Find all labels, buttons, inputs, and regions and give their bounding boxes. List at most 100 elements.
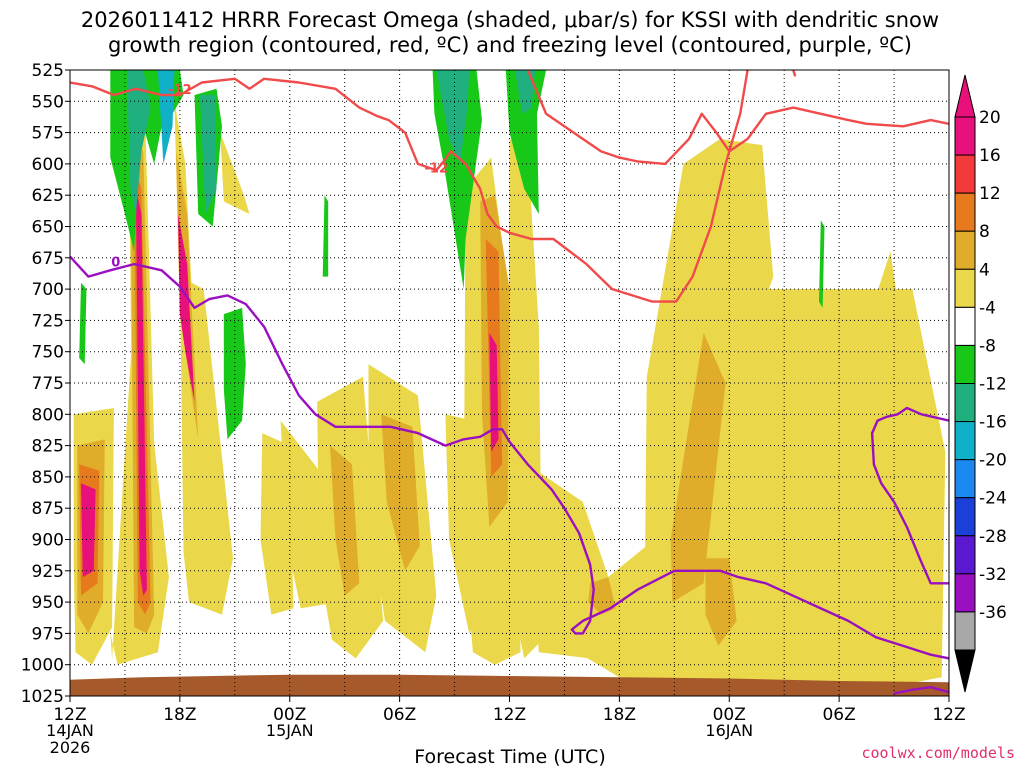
colorbar-label-10: -24 [979,489,1007,509]
omega-region-43 [322,195,329,277]
y-tick-label-1025: 1025 [21,687,64,707]
x-tick-label-48: 12Z [932,705,965,725]
colorbar-bin-13 [954,611,976,651]
colorbar-bin-10 [954,497,976,537]
y-tick-label-600: 600 [32,155,64,175]
contour-label-0: -12 [168,83,192,98]
x-tick-label-42: 06Z [822,705,855,725]
colorbar-bin-2 [954,192,976,232]
colorbar-label-3: 8 [979,222,990,242]
y-axis-ticks: 525 550 575 600 625 650 675 700 725 750 775 800 825 8… [21,61,70,707]
y-tick-label-825: 825 [32,437,64,457]
contour-line-4 [870,406,949,585]
x-tick-label-12: 00Z [273,705,306,725]
y-tick-label-850: 850 [32,468,64,488]
colorbar-label-9: -20 [979,451,1007,471]
omega-region-17 [330,445,360,596]
x-date-label-36: 16JAN [705,721,753,740]
omega-region-41 [505,70,547,214]
chart-title-line-2: growth region (contoured, red, ºC) and f… [108,33,912,57]
colorbar-bin-1 [954,154,976,194]
y-tick-label-725: 725 [32,311,64,331]
y-tick-label-575: 575 [32,124,64,144]
colorbar-label-0: 20 [979,108,1001,128]
contour-line-2 [792,70,797,77]
watermark: coolwx.com/models [861,744,1015,762]
omega-region-8 [135,188,147,596]
omega-region-42 [515,70,536,114]
colorbar-label-5: -4 [979,298,996,318]
y-tick-label-700: 700 [32,280,64,300]
y-tick-label-1000: 1000 [21,656,64,676]
x-axis-label: Forecast Time (UTC) [414,746,605,768]
colorbar-bin-12 [954,573,976,613]
contour-line-5 [893,686,949,695]
colorbar-label-8: -16 [979,413,1007,433]
colorbar-bin-11 [954,535,976,575]
colorbar-bin-7 [954,383,976,423]
x-year-label-0: 2026 [50,738,91,757]
omega-region-13 [220,132,250,214]
grid-lines [70,70,949,696]
colorbar-label-7: -12 [979,375,1007,395]
y-tick-label-750: 750 [32,343,64,363]
contour-label-3: 0 [111,256,120,271]
colorbar-label-4: 4 [979,260,990,280]
omega-region-34 [126,70,151,214]
omega-region-45 [819,220,825,308]
y-tick-label-950: 950 [32,593,64,613]
y-tick-label-925: 925 [32,562,64,582]
omega-region-32 [705,558,737,646]
omega-region-35 [157,70,175,164]
y-tick-label-900: 900 [32,531,64,551]
colorbar-bin-0 [954,116,976,156]
x-tick-label-18: 06Z [383,705,416,725]
colorbar-bin-4 [954,268,976,308]
y-tick-label-875: 875 [32,499,64,519]
y-tick-label-650: 650 [32,218,64,238]
y-tick-label-525: 525 [32,61,64,81]
y-tick-label-550: 550 [32,92,64,112]
omega-region-31 [588,577,616,615]
y-tick-label-775: 775 [32,374,64,394]
x-tick-label-24: 12Z [493,705,526,725]
x-date-label-12: 15JAN [266,721,314,740]
colorbar-bin-5 [954,306,976,346]
omega-region-3 [81,483,96,578]
omega-region-38 [223,307,246,440]
omega-region-25 [489,332,499,452]
colorbar-label-1: 16 [979,146,1001,166]
x-tick-label-6: 18Z [163,705,196,725]
x-tick-label-0: 12Z [53,705,86,725]
contour-line-0 [70,70,749,303]
colorbar-bottom-arrow [954,649,976,693]
omega-region-44 [79,282,87,365]
colorbar-label-11: -28 [979,527,1007,547]
omega-region-39 [432,70,482,290]
colorbar-label-6: -8 [979,336,996,356]
omega-region-29 [853,251,896,615]
contour-lines: -12 -12 0 [70,70,949,695]
colorbar: 20 16 12 8 4 -4 -8 -12 -16 -20 -24 -28 -32 -36 [954,74,1007,693]
y-tick-label-625: 625 [32,186,64,206]
omega-region-30 [670,332,726,603]
contour-label-1: -12 [425,162,449,177]
contour-line-1 [526,70,949,166]
omega-region-12 [178,214,195,402]
omega-region-40 [436,70,470,164]
y-tick-label-800: 800 [32,405,64,425]
colorbar-label-12: -32 [979,565,1007,585]
colorbar-label-13: -36 [979,603,1007,623]
x-tick-label-30: 18Z [603,705,636,725]
colorbar-bin-3 [954,230,976,270]
colorbar-label-2: 12 [979,184,1001,204]
x-tick-label-36: 00Z [713,705,746,725]
colorbar-top-arrow [954,74,976,118]
colorbar-bin-9 [954,459,976,499]
y-tick-label-975: 975 [32,624,64,644]
x-date-label-0: 14JAN [46,721,94,740]
omega-region-19 [381,414,420,571]
omega-region-37 [200,95,217,214]
